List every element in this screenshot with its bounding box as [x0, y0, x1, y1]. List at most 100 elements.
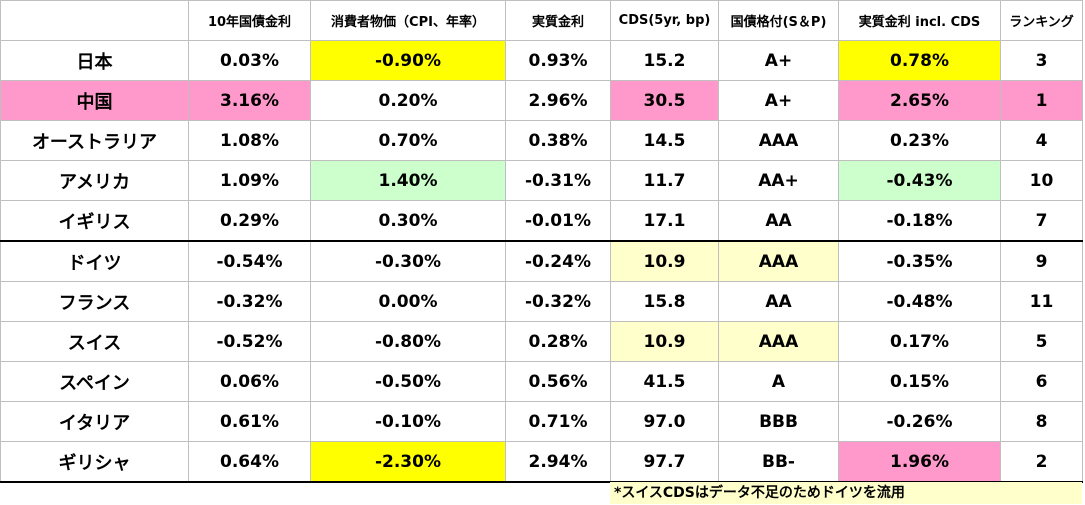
header-row: 10年国債金利 消費者物価（CPI、年率） 実質金利 CDS(5yr, bp) 国債格付…: [0, 0, 1083, 41]
cell: 97.7: [610, 441, 719, 483]
cell: 1.96%: [838, 441, 1001, 483]
cell: 0.28%: [505, 321, 611, 362]
cell: -2.30%: [310, 441, 506, 483]
cell: -0.90%: [310, 40, 506, 81]
table-row: オーストラリア 1.08% 0.70% 0.38% 14.5 AAA 0.23% 4: [0, 120, 1083, 161]
row-label: イタリア: [0, 401, 189, 442]
cell: -0.48%: [838, 281, 1001, 322]
cell: 1.08%: [188, 120, 311, 161]
cell: -0.80%: [310, 321, 506, 362]
cell: 0.00%: [310, 281, 506, 322]
cell: 0.70%: [310, 120, 506, 161]
row-label: イギリス: [0, 200, 189, 242]
cell: A+: [718, 80, 839, 121]
cell: BB-: [718, 441, 839, 483]
cell: AA: [718, 200, 839, 242]
cell: -0.52%: [188, 321, 311, 362]
cell: AA: [718, 281, 839, 322]
cell: 2.96%: [505, 80, 611, 121]
cell: -0.54%: [188, 240, 311, 282]
cell: A+: [718, 40, 839, 81]
cell: 2.65%: [838, 80, 1001, 121]
cell: -0.10%: [310, 401, 506, 442]
cell: 0.03%: [188, 40, 311, 81]
cell: -0.30%: [310, 240, 506, 282]
cell: 97.0: [610, 401, 719, 442]
table-row: スイス -0.52% -0.80% 0.28% 10.9 AAA 0.17% 5: [0, 321, 1083, 362]
cell: 17.1: [610, 200, 719, 242]
table-row: ドイツ -0.54% -0.30% -0.24% 10.9 AAA -0.35% 9: [0, 240, 1083, 282]
column-header: 消費者物価（CPI、年率）: [310, 0, 506, 41]
column-header: ランキング: [1000, 0, 1083, 41]
cell: AA+: [718, 160, 839, 201]
cell: 0.93%: [505, 40, 611, 81]
cell: 0.17%: [838, 321, 1001, 362]
cell: -0.50%: [310, 361, 506, 402]
cell: 11: [1000, 281, 1083, 322]
cell: 0.23%: [838, 120, 1001, 161]
cell: -0.26%: [838, 401, 1001, 442]
row-label: スペイン: [0, 361, 189, 402]
cell: 5: [1000, 321, 1083, 362]
cell: -0.01%: [505, 200, 611, 242]
cell: -0.35%: [838, 240, 1001, 282]
table-row: スペイン 0.06% -0.50% 0.56% 41.5 A 0.15% 6: [0, 361, 1083, 402]
cell: 11.7: [610, 160, 719, 201]
corner-cell: [0, 0, 189, 41]
cell: -0.32%: [188, 281, 311, 322]
cell: 0.38%: [505, 120, 611, 161]
cell: BBB: [718, 401, 839, 442]
cell: AAA: [718, 240, 839, 282]
cell: 0.15%: [838, 361, 1001, 402]
cell: 0.64%: [188, 441, 311, 483]
footnote: *スイスCDSはデータ不足のためドイツを流用: [610, 482, 1082, 504]
table-row: 日本 0.03% -0.90% 0.93% 15.2 A+ 0.78% 3: [0, 40, 1083, 81]
cell: 3.16%: [188, 80, 311, 121]
cell: -0.24%: [505, 240, 611, 282]
cell: 1.09%: [188, 160, 311, 201]
cell: AAA: [718, 120, 839, 161]
cell: 8: [1000, 401, 1083, 442]
table-row: イタリア 0.61% -0.10% 0.71% 97.0 BBB -0.26% 8: [0, 401, 1083, 442]
row-label: 日本: [0, 40, 189, 81]
data-table: 10年国債金利 消費者物価（CPI、年率） 実質金利 CDS(5yr, bp) 国債格付…: [0, 0, 1083, 483]
cell: 0.20%: [310, 80, 506, 121]
table-row: イギリス 0.29% 0.30% -0.01% 17.1 AA -0.18% 7: [0, 200, 1083, 242]
cell: 9: [1000, 240, 1083, 282]
row-label: ドイツ: [0, 240, 189, 282]
cell: 2: [1000, 441, 1083, 483]
row-label: アメリカ: [0, 160, 189, 201]
cell: 2.94%: [505, 441, 611, 483]
cell: 0.56%: [505, 361, 611, 402]
cell: 0.06%: [188, 361, 311, 402]
cell: 0.29%: [188, 200, 311, 242]
cell: 14.5: [610, 120, 719, 161]
cell: 6: [1000, 361, 1083, 402]
cell: -0.43%: [838, 160, 1001, 201]
cell: 30.5: [610, 80, 719, 121]
column-header: 実質金利 incl. CDS: [838, 0, 1001, 41]
cell: 10: [1000, 160, 1083, 201]
cell: 1.40%: [310, 160, 506, 201]
cell: 15.8: [610, 281, 719, 322]
cell: AAA: [718, 321, 839, 362]
cell: 0.71%: [505, 401, 611, 442]
cell: A: [718, 361, 839, 402]
table-row: ギリシャ 0.64% -2.30% 2.94% 97.7 BB- 1.96% 2: [0, 441, 1083, 483]
cell: 1: [1000, 80, 1083, 121]
cell: 7: [1000, 200, 1083, 242]
cell: 4: [1000, 120, 1083, 161]
row-label: ギリシャ: [0, 441, 189, 483]
table-row: 中国 3.16% 0.20% 2.96% 30.5 A+ 2.65% 1: [0, 80, 1083, 121]
column-header: 実質金利: [505, 0, 611, 41]
cell: -0.31%: [505, 160, 611, 201]
row-label: オーストラリア: [0, 120, 189, 161]
cell: 10.9: [610, 240, 719, 282]
cell: 41.5: [610, 361, 719, 402]
row-label: 中国: [0, 80, 189, 121]
cell: 3: [1000, 40, 1083, 81]
cell: -0.18%: [838, 200, 1001, 242]
cell: 0.78%: [838, 40, 1001, 81]
row-label: フランス: [0, 281, 189, 322]
cell: -0.32%: [505, 281, 611, 322]
